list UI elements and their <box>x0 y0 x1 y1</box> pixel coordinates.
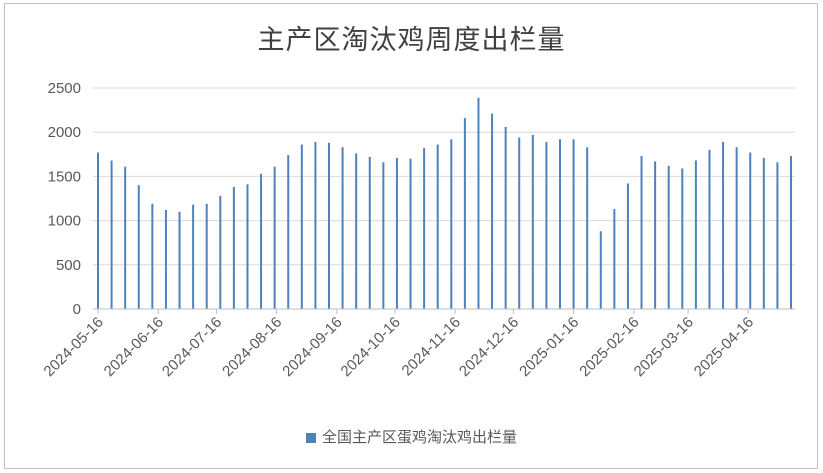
bar <box>219 195 222 309</box>
bar <box>762 157 765 309</box>
bar <box>328 142 330 309</box>
x-tick-label: 2025-03-16 <box>631 314 697 380</box>
bar-series <box>97 97 792 310</box>
bar <box>341 147 344 309</box>
bar <box>708 149 711 309</box>
x-tick-label: 2024-06-16 <box>101 314 167 380</box>
chart-title: 主产区淘汰鸡周度出栏量 <box>257 25 566 56</box>
bar <box>640 156 643 309</box>
y-tick-label: 2000 <box>48 124 81 141</box>
bar <box>382 162 385 309</box>
bar <box>531 134 534 309</box>
bar <box>559 139 561 309</box>
x-tick-label: 2024-09-16 <box>279 314 345 380</box>
bar <box>260 173 263 309</box>
bar <box>409 158 412 309</box>
bar <box>110 160 113 309</box>
bar <box>613 209 616 309</box>
bar <box>749 152 752 309</box>
bar <box>246 184 249 309</box>
x-tick-label: 2025-04-16 <box>691 314 757 380</box>
bar <box>586 147 589 309</box>
x-tick-label: 2024-05-16 <box>41 314 107 380</box>
x-tick-label: 2024-11-16 <box>399 314 464 379</box>
bar <box>463 118 466 309</box>
bar <box>790 156 792 309</box>
legend-swatch <box>305 433 316 443</box>
x-tick-label: 2025-01-16 <box>516 314 582 380</box>
y-tick-label: 1000 <box>48 213 81 230</box>
bar <box>776 162 779 309</box>
y-tick-label: 500 <box>56 257 81 274</box>
bar <box>518 137 521 309</box>
legend-label: 全国主产区蛋鸡淘汰鸡出栏量 <box>321 428 517 446</box>
bar <box>572 139 575 309</box>
bar <box>355 153 358 309</box>
bar <box>300 144 303 309</box>
grid-lines <box>93 87 795 266</box>
y-tick-label: 1500 <box>48 168 81 185</box>
bar <box>626 183 629 309</box>
bar <box>654 161 657 309</box>
bar <box>164 209 167 309</box>
bar <box>450 139 453 309</box>
bar <box>205 203 208 309</box>
bar <box>667 165 670 309</box>
bar <box>192 204 195 309</box>
bar <box>97 152 99 309</box>
x-axis: 2024-05-162024-06-162024-07-162024-08-16… <box>41 309 757 380</box>
bar <box>178 211 181 309</box>
bar <box>504 126 507 310</box>
bar <box>124 166 127 309</box>
bar <box>423 148 426 309</box>
bar <box>151 203 154 309</box>
bar <box>599 231 602 309</box>
x-tick-label: 2024-07-16 <box>159 314 225 380</box>
bar <box>314 141 317 309</box>
bar <box>735 147 738 309</box>
y-tick-label: 0 <box>73 301 81 318</box>
bar <box>694 160 697 309</box>
y-tick-label: 2500 <box>48 80 81 97</box>
bar <box>287 155 290 309</box>
bar <box>137 185 140 309</box>
bar <box>368 156 371 309</box>
bar <box>477 97 480 309</box>
bar <box>273 166 276 309</box>
x-tick-label: 2024-08-16 <box>219 314 285 380</box>
bar <box>395 157 398 309</box>
bar <box>232 187 235 309</box>
x-tick-label: 2024-12-16 <box>456 314 522 380</box>
bar <box>681 168 684 309</box>
y-axis: 0 500 1000 1500 2000 2500 <box>48 80 81 318</box>
x-tick-label: 2024-10-16 <box>338 314 404 380</box>
bar <box>722 141 725 309</box>
bar <box>545 141 548 309</box>
bar <box>491 113 494 309</box>
bar <box>436 144 439 309</box>
legend: 全国主产区蛋鸡淘汰鸡出栏量 <box>0 426 823 447</box>
